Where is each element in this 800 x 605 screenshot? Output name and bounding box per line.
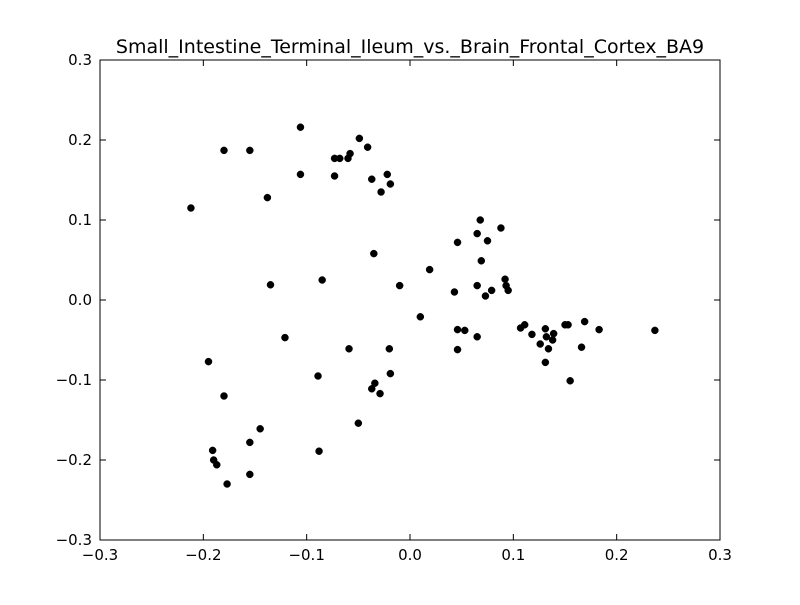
scatter-point xyxy=(651,326,659,335)
scatter-point xyxy=(476,216,485,224)
scatter-point xyxy=(453,238,462,247)
scatter-point xyxy=(383,170,392,179)
scatter-point xyxy=(223,480,231,488)
scatter-point xyxy=(296,123,305,131)
x-tick-label: 0.3 xyxy=(708,546,732,564)
scatter-point xyxy=(263,193,272,202)
axis-ticks: −0.3 −0.2 −0.1 0.0 0.1 0.2 0.3 −0.3 −0.2 −0.1 0.0 0… xyxy=(56,51,732,564)
scatter-point xyxy=(595,325,603,334)
scatter-point xyxy=(548,336,557,344)
scatter-point xyxy=(395,281,404,290)
scatter-point xyxy=(246,470,254,479)
scatter-point xyxy=(354,419,363,427)
y-tick-label: 0.3 xyxy=(68,51,92,69)
scatter-point xyxy=(536,340,544,348)
scatter-point xyxy=(385,345,394,353)
y-tick-label: 0.0 xyxy=(68,291,92,309)
scatter-point xyxy=(425,265,434,274)
scatter-point xyxy=(315,447,323,455)
scatter-point xyxy=(330,172,339,180)
scatter-point xyxy=(544,345,553,353)
scatter-point xyxy=(314,372,322,380)
scatter-point xyxy=(370,249,378,258)
scatter-point xyxy=(368,385,376,393)
scatter-point xyxy=(335,154,344,163)
scatter-point xyxy=(256,425,264,433)
scatter-point xyxy=(266,281,275,289)
scatter-point xyxy=(528,330,536,339)
scatter-point xyxy=(580,317,589,326)
scatter-point xyxy=(504,286,512,295)
y-tick-label: −0.1 xyxy=(56,371,92,389)
scatter-point xyxy=(318,276,326,284)
scatter-point xyxy=(497,224,505,232)
scatter-point xyxy=(461,326,469,335)
x-tick-label: 0.0 xyxy=(398,546,422,564)
scatter-point xyxy=(355,134,364,143)
scatter-point xyxy=(577,343,586,351)
x-tick-label: −0.3 xyxy=(82,546,118,564)
scatter-point xyxy=(281,333,289,342)
scatter-point xyxy=(213,461,221,469)
scatter-point xyxy=(450,288,459,296)
scatter-point xyxy=(208,446,217,455)
scatter-point xyxy=(376,389,384,398)
scatter-point xyxy=(501,275,509,283)
x-tick-label: 0.2 xyxy=(605,546,629,564)
scatter-point xyxy=(541,325,550,333)
scatter-point xyxy=(416,313,425,321)
scatter-point xyxy=(296,170,305,179)
scatter-point xyxy=(386,369,395,378)
scatter-point xyxy=(473,281,481,290)
scatter-point xyxy=(473,229,481,238)
x-tick-label: −0.1 xyxy=(288,546,324,564)
scatter-point xyxy=(246,438,254,447)
scatter-point xyxy=(346,149,354,158)
chart-title: Small_Intestine_Terminal_Ileum_vs._Brain… xyxy=(116,36,704,58)
x-tick-label: −0.2 xyxy=(185,546,221,564)
scatter-point xyxy=(477,257,486,265)
scatter-point xyxy=(566,377,574,385)
scatter-point xyxy=(220,146,228,155)
plot-area-frame xyxy=(99,59,721,541)
y-tick-label: 0.2 xyxy=(68,131,92,149)
scatter-point xyxy=(549,329,558,338)
data-points xyxy=(187,123,659,488)
x-tick-label: 0.1 xyxy=(501,546,525,564)
scatter-point xyxy=(204,357,213,366)
scatter-point xyxy=(386,180,395,188)
scatter-point xyxy=(541,358,550,367)
y-tick-label: −0.3 xyxy=(56,531,92,549)
scatter-point xyxy=(363,143,372,151)
scatter-point xyxy=(368,175,376,183)
y-tick-label: −0.2 xyxy=(56,451,92,469)
scatter-point xyxy=(520,321,529,329)
scatter-point xyxy=(453,325,462,334)
scatter-point xyxy=(542,333,551,341)
scatter-point xyxy=(220,392,228,400)
scatter-point xyxy=(473,333,481,341)
scatter-point xyxy=(487,286,496,295)
scatter-point xyxy=(483,237,492,245)
scatter-point xyxy=(345,345,353,353)
scatter-point xyxy=(246,146,254,155)
scatter-point xyxy=(377,188,385,196)
scatter-point xyxy=(481,292,490,300)
scatter-point xyxy=(453,345,462,354)
scatter-point xyxy=(187,204,195,212)
scatter-point xyxy=(564,321,572,329)
y-tick-label: 0.1 xyxy=(68,211,92,229)
